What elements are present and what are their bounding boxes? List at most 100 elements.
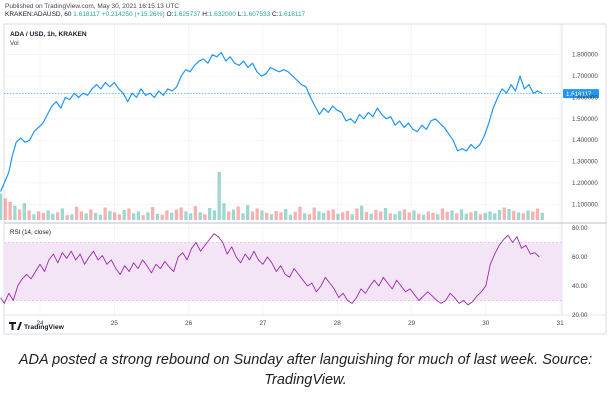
price-tick-label: 1.200000 xyxy=(572,180,598,187)
volume-bar xyxy=(141,215,145,220)
high-value: 1.632000 xyxy=(208,11,236,18)
volume-bar xyxy=(312,207,316,220)
published-line: Published on TradingView.com, May 30, 20… xyxy=(5,3,180,10)
time-axis-ticks: 24 25 26 27 28 29 30 31 xyxy=(36,320,564,327)
volume-bar xyxy=(488,211,492,220)
volume-bar xyxy=(459,209,464,220)
time-tick-label: 27 xyxy=(259,320,267,327)
ohlc-line: KRAKEN:ADAUSD, 60 1.618117 +0.214250 (+1… xyxy=(5,11,305,18)
price-tick-label: 1.800000 xyxy=(572,52,598,59)
change-value: +0.214250 (+15.26%) xyxy=(101,11,165,18)
volume-bar xyxy=(217,172,221,220)
price-pane-title: ADA / USD, 1h, KRAKEN xyxy=(10,31,87,38)
volume-bar xyxy=(331,209,335,220)
time-tick-label: 28 xyxy=(334,320,342,327)
volume-bar xyxy=(22,203,27,220)
volume-bar xyxy=(455,213,459,220)
volume-bar xyxy=(74,206,79,220)
volume-bar xyxy=(426,211,430,220)
close-label: C: xyxy=(272,11,279,18)
volume-bar xyxy=(231,209,236,220)
rsi-pane-title: RSI (14, close) xyxy=(10,229,51,236)
volume-bar xyxy=(55,212,60,220)
volume-bar xyxy=(379,211,383,220)
volume-bar xyxy=(84,213,88,220)
volume-bar xyxy=(407,212,411,220)
volume-bar xyxy=(303,213,307,220)
volume-bar xyxy=(322,212,326,220)
open-label: O: xyxy=(166,11,174,18)
price-tick-label: 1.600000 xyxy=(572,94,598,101)
volume-bar xyxy=(51,213,55,220)
volume-bar xyxy=(146,212,150,220)
volume-bar xyxy=(521,213,525,220)
volume-bar xyxy=(89,209,93,220)
volume-bar xyxy=(112,212,117,220)
chart-canvas: 1.618117 ADA / USD, 1h, KRAKEN Vol RSI (… xyxy=(0,23,607,335)
volume-bar xyxy=(32,214,36,220)
volume-bar xyxy=(27,210,31,220)
low-value: 1.607533 xyxy=(243,11,271,18)
close-value: 1.618117 xyxy=(278,11,306,18)
volume-bar xyxy=(184,211,188,220)
volume-bar xyxy=(535,208,540,220)
volume-bar xyxy=(241,213,245,220)
price-tick-label: 1.100000 xyxy=(572,201,598,208)
volume-bar xyxy=(198,212,202,220)
figure-caption: ADA posted a strong rebound on Sunday af… xyxy=(18,352,593,388)
volume-bar xyxy=(345,210,350,220)
volume-bar xyxy=(293,211,297,220)
time-tick-label: 25 xyxy=(111,320,119,327)
volume-bar xyxy=(8,201,12,220)
volume-bars xyxy=(0,172,544,220)
volume-bar xyxy=(469,212,473,220)
tradingview-logo-icon xyxy=(9,322,22,330)
volume-bar xyxy=(250,211,255,220)
volume-bar xyxy=(170,212,174,220)
volume-bar xyxy=(383,208,388,220)
tradingview-logo: TradingView xyxy=(9,322,65,331)
volume-bar xyxy=(150,207,155,220)
volume-bar xyxy=(0,193,3,220)
volume-bar xyxy=(350,214,354,220)
price-axis-ticks: 1.800000 1.700000 1.600000 1.500000 1.400000… xyxy=(572,52,598,209)
volume-bar xyxy=(402,209,407,220)
rsi-line xyxy=(0,233,540,306)
volume-bar xyxy=(417,213,421,220)
volume-bar xyxy=(60,208,65,220)
volume-bar xyxy=(540,212,544,220)
last-price-tag-bg xyxy=(563,89,599,99)
rsi-tick-label: 60.00 xyxy=(572,254,588,261)
volume-bar xyxy=(236,206,240,220)
time-tick-label: 30 xyxy=(482,320,490,327)
volume-bar xyxy=(360,205,364,220)
volume-bar xyxy=(131,213,136,220)
volume-bar xyxy=(227,211,231,220)
volume-bar xyxy=(497,209,502,220)
volume-bar xyxy=(374,209,378,220)
volume-bar xyxy=(108,210,112,220)
time-tick-label: 31 xyxy=(557,320,565,327)
volume-bar xyxy=(369,213,373,220)
chart-border xyxy=(3,23,607,335)
volume-bar xyxy=(46,210,50,220)
volume-bar xyxy=(269,214,274,220)
volume-bar xyxy=(450,210,454,220)
volume-bar xyxy=(155,213,160,220)
volume-bar xyxy=(160,214,164,220)
volume-bar xyxy=(189,213,193,220)
grid-lines xyxy=(4,24,562,316)
open-value: 1.625737 xyxy=(173,11,201,18)
time-tick-label: 26 xyxy=(185,320,193,327)
volume-bar xyxy=(203,214,207,220)
volume-bar xyxy=(103,207,107,220)
price-tick-label: 1.700000 xyxy=(572,73,598,80)
volume-bar xyxy=(36,211,41,220)
symbol-label: KRAKEN:ADAUSD, 60 xyxy=(5,11,72,18)
volume-bar xyxy=(341,212,345,220)
volume-bar xyxy=(431,212,435,220)
volume-bar xyxy=(307,214,312,220)
volume-bar xyxy=(246,205,250,220)
volume-bar xyxy=(364,211,369,220)
volume-bar xyxy=(3,198,8,220)
